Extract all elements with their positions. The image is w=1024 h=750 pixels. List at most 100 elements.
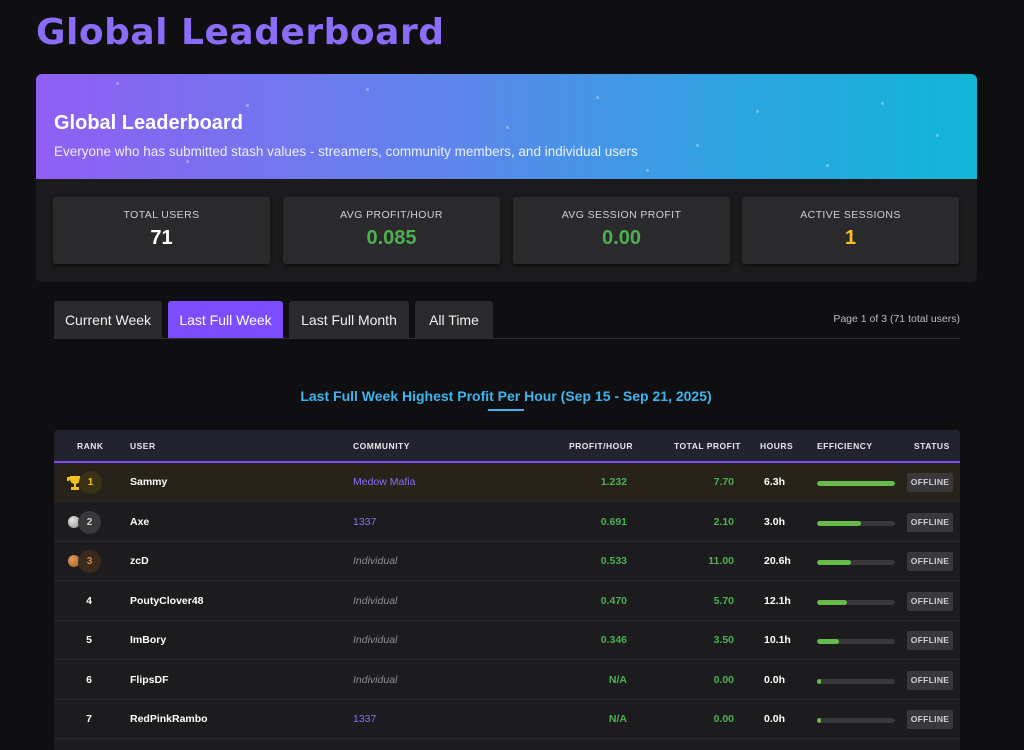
table-row[interactable]: 1 Sammy Medow Mafia 1.232 7.70 6.3h OFFLINE [54, 463, 960, 502]
hours-played: 12.1h [764, 594, 791, 607]
stat-label: AVG PROFIT/HOUR [340, 209, 443, 221]
efficiency-bar-fill [817, 560, 851, 565]
community-name: Individual [353, 673, 398, 686]
header-rank[interactable]: RANK [77, 441, 104, 451]
stat-label: TOTAL USERS [123, 209, 200, 221]
rank-number: 7 [86, 713, 92, 725]
efficiency-bar-fill [817, 520, 861, 526]
table-row[interactable]: 3 zcD Individual 0.533 11.00 20.6h OFFLINE [54, 542, 960, 581]
community-name: Individual [353, 634, 398, 646]
stat-card-avg-session-profit: AVG SESSION PROFIT 0.00 [513, 197, 730, 264]
hours-played: 6.3h [764, 476, 786, 488]
stat-card-avg-profit-hour: AVG PROFIT/HOUR 0.085 [283, 197, 500, 264]
efficiency-bar-fill [817, 639, 839, 644]
profit-per-hour: N/A [608, 673, 627, 686]
tab-all-time[interactable]: All Time [415, 301, 493, 339]
community-name: Individual [353, 555, 398, 567]
leaderboard-table: RANK USER COMMUNITY PROFIT/HOUR TOTAL PR… [54, 430, 960, 750]
bronze-medal-icon [68, 555, 80, 567]
header-total-profit[interactable]: TOTAL PROFIT [674, 441, 741, 451]
efficiency-bar-fill [817, 599, 847, 605]
rank-number: 6 [86, 673, 92, 686]
hours-played: 3.0h [764, 515, 786, 528]
efficiency-bar [817, 560, 895, 565]
pagination-info: Page 1 of 3 (71 total users) [833, 313, 960, 325]
section-title: Last Full Week Highest Profit Per Hour (… [300, 388, 712, 404]
table-row[interactable]: 7 RedPinkRambo 1337 N/A 0.00 0.0h OFFLINE [54, 700, 960, 739]
stat-label: AVG SESSION PROFIT [561, 209, 682, 221]
total-profit: 5.70 [713, 594, 734, 607]
rank-number: 5 [86, 634, 92, 646]
status-badge: OFFLINE [907, 710, 953, 729]
user-name[interactable]: Axe [130, 515, 150, 528]
stat-card-total-users: TOTAL USERS 71 [53, 197, 270, 264]
community-name[interactable]: Medow Mafia [353, 476, 416, 488]
table-row[interactable]: 6 FlipsDF Individual N/A 0.00 0.0h OFFLINE [54, 661, 960, 700]
status-badge: OFFLINE [907, 473, 953, 492]
rank-badge: 1 [79, 471, 102, 494]
stat-value: 71 [150, 227, 173, 249]
table-header: RANK USER COMMUNITY PROFIT/HOUR TOTAL PR… [54, 430, 960, 463]
tabs-divider [54, 338, 960, 339]
status-badge: OFFLINE [907, 670, 953, 690]
page-title: Global Leaderboard [36, 12, 445, 53]
user-name[interactable]: zcD [130, 555, 149, 567]
stat-card-active-sessions: ACTIVE SESSIONS 1 [742, 197, 959, 264]
status-badge: OFFLINE [907, 512, 953, 532]
total-profit: 7.70 [713, 476, 734, 488]
tab-last-full-month[interactable]: Last Full Month [289, 301, 409, 339]
total-profit: 3.50 [713, 634, 734, 646]
stat-label: ACTIVE SESSIONS [800, 209, 901, 221]
header-efficiency[interactable]: EFFICIENCY [817, 441, 873, 451]
silver-medal-icon [68, 515, 80, 528]
efficiency-bar [817, 718, 895, 723]
efficiency-bar [817, 639, 895, 644]
header-user[interactable]: USER [130, 441, 156, 451]
table-row[interactable]: 5 ImBory Individual 0.346 3.50 10.1h OFFLINE [54, 621, 960, 660]
profit-per-hour: 0.470 [600, 594, 627, 607]
section-title-underline [488, 409, 524, 411]
hours-played: 0.0h [764, 713, 786, 725]
header-status[interactable]: STATUS [914, 441, 950, 451]
efficiency-bar [817, 481, 895, 486]
user-name[interactable]: ImBory [130, 634, 167, 646]
hero-title: Global Leaderboard [54, 112, 243, 134]
profit-per-hour: 1.232 [600, 476, 627, 488]
efficiency-bar-fill [817, 718, 821, 723]
header-hours[interactable]: HOURS [760, 441, 794, 451]
total-profit: 2.10 [713, 515, 734, 528]
tab-current-week[interactable]: Current Week [54, 301, 162, 339]
hours-played: 10.1h [764, 634, 791, 646]
table-row[interactable]: 4 PoutyClover48 Individual 0.470 5.70 12.1h OF… [54, 582, 960, 621]
efficiency-bar-fill [817, 481, 895, 486]
header-community[interactable]: COMMUNITY [353, 441, 410, 451]
community-name[interactable]: 1337 [353, 515, 377, 528]
status-badge: OFFLINE [907, 591, 953, 611]
status-badge: OFFLINE [907, 631, 953, 650]
profit-per-hour: 0.346 [600, 634, 627, 646]
profit-per-hour: 0.533 [600, 555, 627, 567]
total-profit: 0.00 [713, 713, 734, 725]
user-name[interactable]: Sammy [130, 476, 168, 488]
rank-number: 4 [86, 594, 92, 607]
user-name[interactable]: FlipsDF [130, 673, 169, 686]
efficiency-bar [817, 678, 895, 684]
tab-last-full-week[interactable]: Last Full Week [168, 301, 283, 339]
efficiency-bar [817, 520, 895, 526]
stat-value: 0.00 [602, 227, 641, 249]
efficiency-bar [817, 599, 895, 605]
profit-per-hour: N/A [608, 713, 627, 725]
rank-badge: 2 [78, 510, 101, 534]
hero-subtitle: Everyone who has submitted stash values … [54, 144, 638, 159]
community-name[interactable]: 1337 [353, 713, 377, 725]
efficiency-bar-fill [817, 678, 821, 684]
header-profit-hour[interactable]: PROFIT/HOUR [569, 441, 634, 451]
user-name[interactable]: RedPinkRambo [130, 713, 208, 725]
table-row[interactable]: 2 Axe 1337 0.691 2.10 3.0h OFFLINE [54, 503, 960, 542]
leaderboard-summary-panel: Global Leaderboard Everyone who has subm… [36, 74, 977, 282]
status-badge: OFFLINE [907, 552, 953, 571]
rank-badge: 3 [78, 550, 101, 573]
stat-value: 1 [844, 227, 857, 249]
user-name[interactable]: PoutyClover48 [130, 594, 204, 607]
hours-played: 0.0h [764, 673, 786, 686]
